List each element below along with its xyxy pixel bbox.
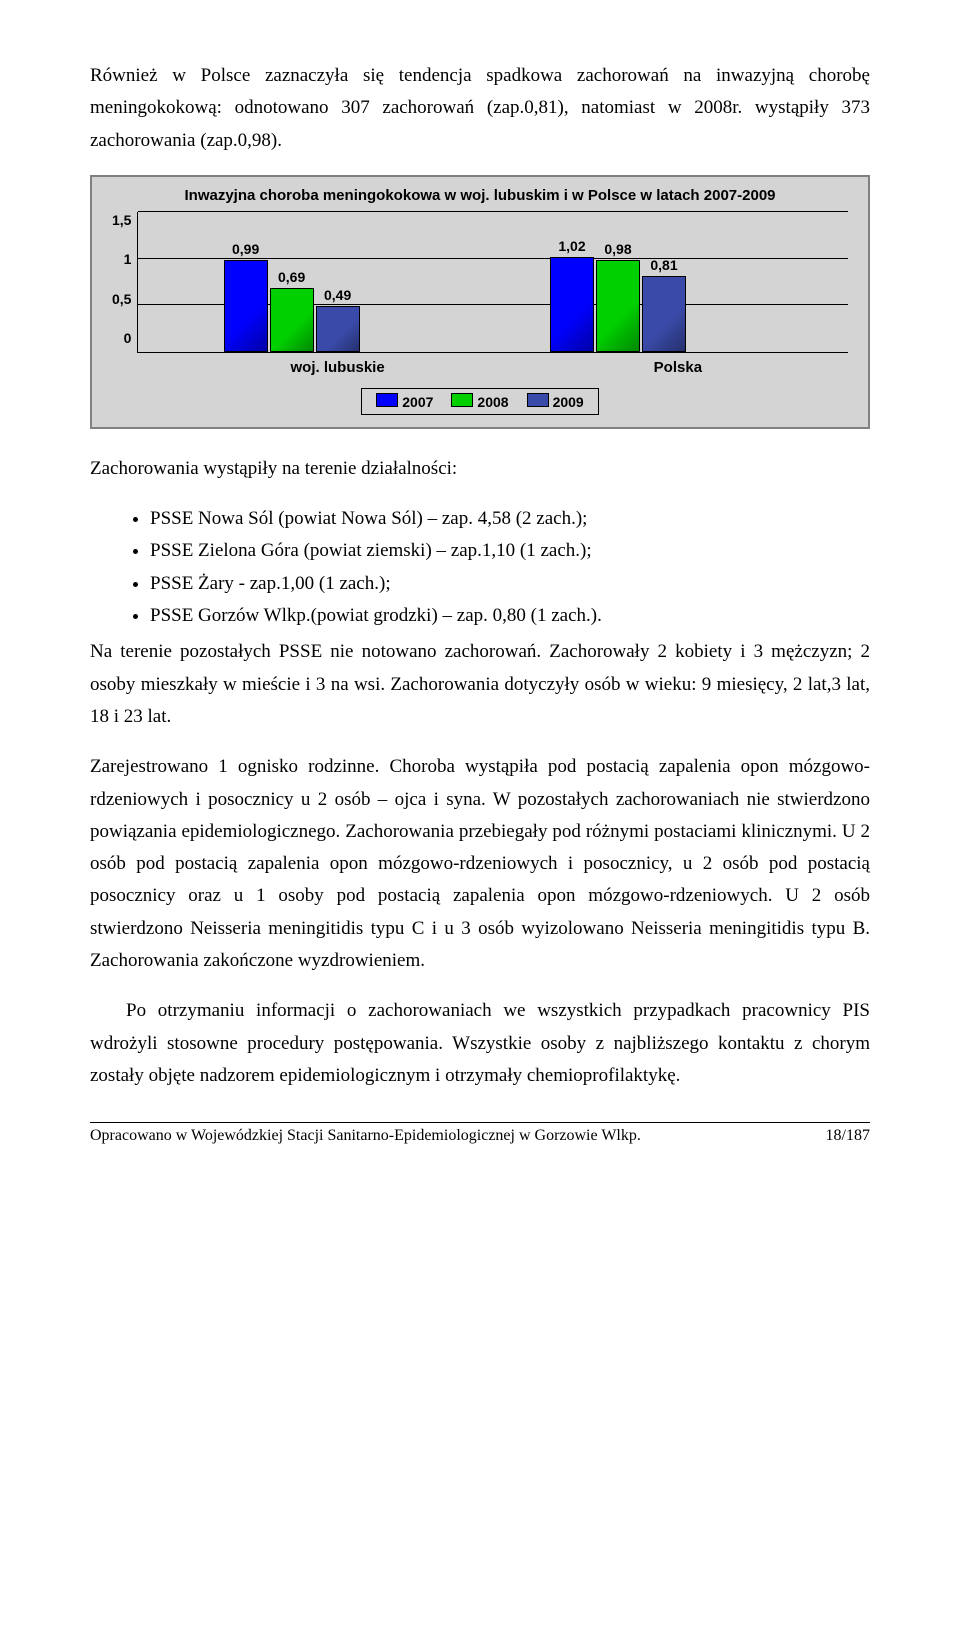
bar: 0,99 <box>224 260 268 352</box>
chart-x-axis: woj. lubuskie Polska <box>137 359 848 376</box>
bar-value-label: 0,81 <box>650 257 677 273</box>
xlabel: Polska <box>508 359 848 376</box>
bullet-list: PSSE Nowa Sól (powiat Nowa Sól) – zap. 4… <box>90 503 870 632</box>
bar: 0,49 <box>316 306 360 352</box>
bar-value-label: 0,69 <box>278 269 305 285</box>
chart-title: Inwazyjna choroba meningokokowa w woj. l… <box>112 187 848 204</box>
ytick: 1,5 <box>112 212 131 228</box>
legend-label: 2007 <box>402 394 433 410</box>
chart-container: Inwazyjna choroba meningokokowa w woj. l… <box>90 175 870 429</box>
legend-item: 2007 <box>376 393 433 410</box>
list-intro: Zachorowania wystąpiły na terenie działa… <box>90 453 870 485</box>
chart-plot-area: 0,990,690,491,020,980,81 <box>137 212 848 353</box>
legend-item: 2008 <box>451 393 508 410</box>
chart-legend: 2007 2008 2009 <box>361 388 598 415</box>
legend-label: 2008 <box>477 394 508 410</box>
legend-label: 2009 <box>553 394 584 410</box>
body-paragraph: Zarejestrowano 1 ognisko rodzinne. Choro… <box>90 751 870 977</box>
bar: 0,69 <box>270 288 314 352</box>
gridline <box>138 258 848 259</box>
gridline <box>138 211 848 212</box>
chart-y-axis: 1,5 1 0,5 0 <box>112 212 131 346</box>
page: Również w Polsce zaznaczyła się tendencj… <box>0 0 960 1185</box>
bar-group: 1,020,980,81 <box>550 257 686 352</box>
ytick: 1 <box>112 251 131 267</box>
swatch-icon <box>376 393 398 407</box>
bar: 0,98 <box>596 260 640 351</box>
bar-group: 0,990,690,49 <box>224 260 360 352</box>
ytick: 0 <box>112 330 131 346</box>
bar-value-label: 1,02 <box>558 238 585 254</box>
swatch-icon <box>527 393 549 407</box>
body-paragraph: Po otrzymaniu informacji o zachorowaniac… <box>90 995 870 1092</box>
ytick: 0,5 <box>112 291 131 307</box>
swatch-icon <box>451 393 473 407</box>
list-item: PSSE Żary - zap.1,00 (1 zach.); <box>150 568 870 600</box>
footer-page-number: 18/187 <box>826 1127 870 1145</box>
bar: 0,81 <box>642 276 686 352</box>
list-item: PSSE Zielona Góra (powiat ziemski) – zap… <box>150 535 870 567</box>
footer-source: Opracowano w Wojewódzkiej Stacji Sanitar… <box>90 1127 641 1145</box>
page-footer: Opracowano w Wojewódzkiej Stacji Sanitar… <box>90 1122 870 1145</box>
bar-value-label: 0,99 <box>232 241 259 257</box>
list-item: PSSE Nowa Sól (powiat Nowa Sól) – zap. 4… <box>150 503 870 535</box>
xlabel: woj. lubuskie <box>167 359 507 376</box>
legend-item: 2009 <box>527 393 584 410</box>
body-paragraph: Na terenie pozostałych PSSE nie notowano… <box>90 636 870 733</box>
bar: 1,02 <box>550 257 594 352</box>
bar-value-label: 0,98 <box>604 241 631 257</box>
chart-plot-wrap: 1,5 1 0,5 0 0,990,690,491,020,980,81 woj… <box>112 212 848 376</box>
list-item: PSSE Gorzów Wlkp.(powiat grodzki) – zap.… <box>150 600 870 632</box>
intro-paragraph: Również w Polsce zaznaczyła się tendencj… <box>90 60 870 157</box>
bar-value-label: 0,49 <box>324 287 351 303</box>
